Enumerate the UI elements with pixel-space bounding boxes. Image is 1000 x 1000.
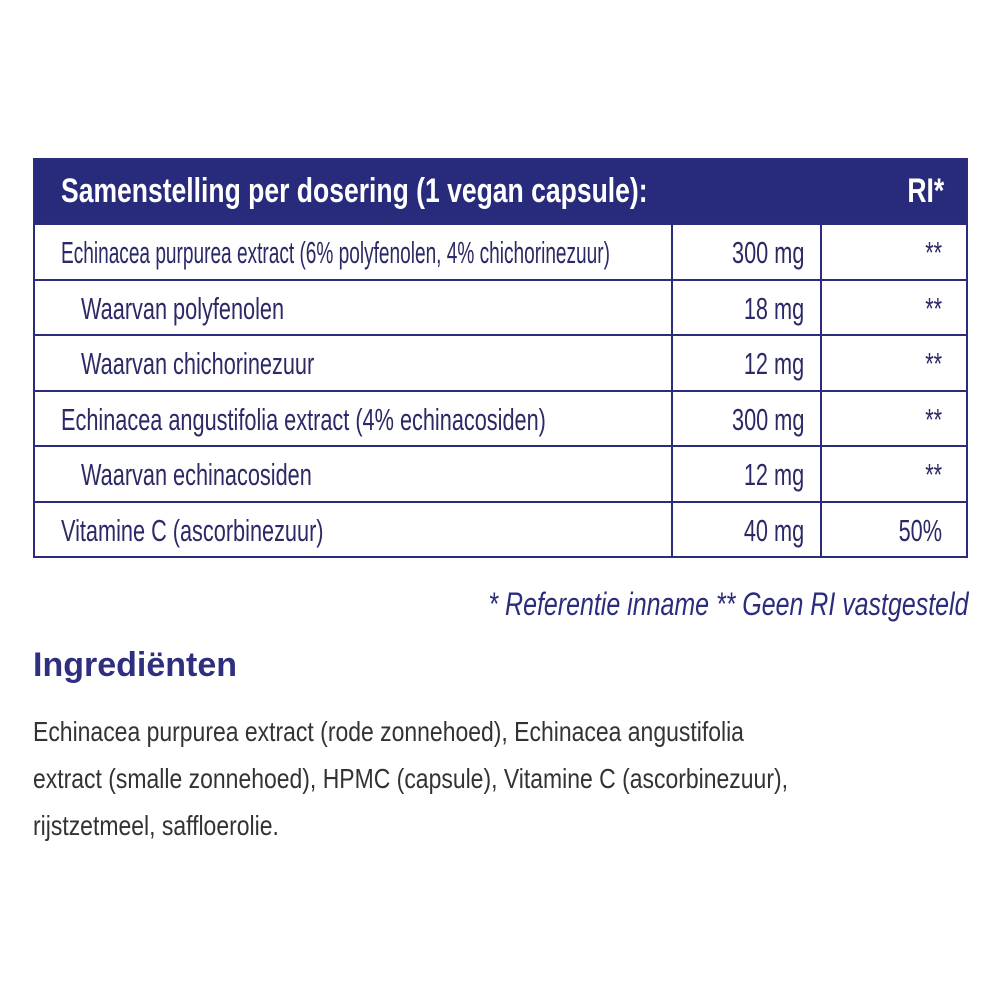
- table-row: Waarvan echinacosiden 12 mg **: [35, 445, 966, 501]
- ingredient-amount: 300 mg: [731, 235, 804, 270]
- ingredients-heading: Ingrediënten: [33, 646, 238, 684]
- ingredient-amount: 12 mg: [743, 457, 804, 492]
- ingredient-amount: 300 mg: [731, 401, 804, 437]
- ingredient-amount: 18 mg: [743, 290, 804, 326]
- ingredient-name: Echinacea purpurea extract (6% polyfenol…: [61, 235, 610, 270]
- footnote: * Referentie inname ** Geen RI vastgeste…: [487, 586, 968, 622]
- ingredient-name: Echinacea angustifolia extract (4% echin…: [61, 401, 546, 437]
- ingredient-name: Waarvan polyfenolen: [81, 290, 285, 326]
- ingredient-ri: **: [925, 457, 942, 492]
- table-header: Samenstelling per dosering (1 vegan caps…: [35, 160, 966, 223]
- ingredient-ri: **: [925, 346, 942, 381]
- ingredient-name: Vitamine C (ascorbinezuur): [61, 512, 324, 548]
- table-row: Vitamine C (ascorbinezuur) 40 mg 50%: [35, 500, 966, 556]
- ingredient-ri: **: [925, 290, 942, 326]
- ingredient-amount: 12 mg: [743, 346, 804, 381]
- header-ri: RI*: [907, 172, 944, 210]
- table-row: Echinacea angustifolia extract (4% echin…: [35, 389, 966, 445]
- ingredient-ri: **: [925, 235, 942, 270]
- ingredient-amount: 40 mg: [743, 512, 804, 548]
- ingredient-ri: **: [925, 401, 942, 437]
- ingredients-line: extract (smalle zonnehoed), HPMC (capsul…: [33, 763, 789, 794]
- table-row: Waarvan chichorinezuur 12 mg **: [35, 334, 966, 390]
- ingredients-line: rijstzetmeel, saffloerolie.: [33, 810, 279, 841]
- ingredient-ri: 50%: [898, 512, 942, 548]
- ingredients-text: Echinacea purpurea extract (rode zonneho…: [33, 708, 954, 849]
- header-title: Samenstelling per dosering (1 vegan caps…: [61, 172, 648, 210]
- table-row: Echinacea purpurea extract (6% polyfenol…: [35, 223, 966, 279]
- ingredient-name: Waarvan echinacosiden: [81, 457, 312, 492]
- ingredients-line: Echinacea purpurea extract (rode zonneho…: [33, 716, 744, 747]
- table-row: Waarvan polyfenolen 18 mg **: [35, 278, 966, 334]
- ingredient-name: Waarvan chichorinezuur: [81, 346, 315, 381]
- nutrition-table: Samenstelling per dosering (1 vegan caps…: [33, 158, 968, 558]
